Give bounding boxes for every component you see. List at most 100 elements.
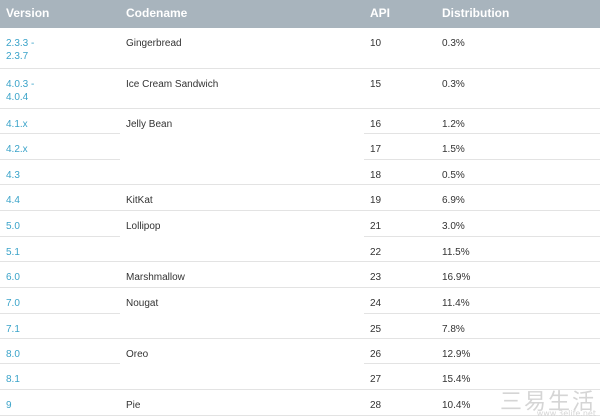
api-cell: 21 <box>370 221 382 232</box>
row-divider <box>120 68 364 69</box>
row-divider <box>120 389 364 390</box>
version-link[interactable]: 5.1 <box>6 247 20 258</box>
header-distribution: Distribution <box>442 6 510 20</box>
row-divider <box>364 184 600 185</box>
codename-cell: Lollipop <box>126 221 161 232</box>
version-link[interactable]: 4.1.x <box>6 119 28 130</box>
row-divider <box>120 108 364 109</box>
row-divider <box>364 159 600 160</box>
table-row: 8.0 Oreo 26 12.9% <box>0 339 600 364</box>
distribution-cell: 1.2% <box>442 119 465 130</box>
row-divider <box>364 313 600 314</box>
version-link[interactable]: 4.4 <box>6 195 20 206</box>
api-cell: 26 <box>370 349 382 360</box>
row-divider <box>0 184 120 185</box>
codename-cell: Oreo <box>126 349 149 360</box>
table-row: 7.0 Nougat 24 11.4% <box>0 288 600 314</box>
api-cell: 18 <box>370 170 382 181</box>
distribution-cell: 0.3% <box>442 79 465 90</box>
distribution-cell: 6.9% <box>442 195 465 206</box>
row-divider <box>0 313 120 314</box>
row-divider <box>364 261 600 262</box>
row-divider <box>0 363 120 364</box>
version-link[interactable]: 7.1 <box>6 324 20 335</box>
row-divider <box>0 108 120 109</box>
distribution-cell: 12.9% <box>442 349 471 360</box>
row-divider <box>0 338 120 339</box>
api-cell: 22 <box>370 247 382 258</box>
version-link[interactable]: 4.0.3 - 4.0.4 <box>6 79 35 103</box>
table-row: 5.1 22 11.5% <box>0 237 600 262</box>
table-row: 6.0 Marshmallow 23 16.9% <box>0 262 600 288</box>
api-cell: 19 <box>370 195 382 206</box>
table-row: 4.1.x Jelly Bean 16 1.2% <box>0 109 600 134</box>
codename-cell: Gingerbread <box>126 38 182 49</box>
version-link[interactable]: 4.2.x <box>6 144 28 155</box>
distribution-cell: 16.9% <box>442 272 471 283</box>
distribution-cell: 7.8% <box>442 324 465 335</box>
table-row: 8.1 27 15.4% <box>0 364 600 390</box>
row-divider <box>0 236 120 237</box>
row-divider <box>0 68 120 69</box>
row-divider <box>0 415 120 416</box>
row-divider <box>0 159 120 160</box>
row-divider <box>364 210 600 211</box>
codename-cell: Pie <box>126 400 141 411</box>
table-row: 5.0 Lollipop 21 3.0% <box>0 211 600 237</box>
row-divider <box>0 133 120 134</box>
row-divider <box>364 338 600 339</box>
row-divider <box>120 338 364 339</box>
distribution-cell: 0.3% <box>442 38 465 49</box>
site-watermark: 三易生活 www.3elife.net <box>499 390 596 418</box>
row-divider <box>364 68 600 69</box>
row-divider <box>120 184 364 185</box>
codename-cell: Ice Cream Sandwich <box>126 79 219 90</box>
version-link[interactable]: 7.0 <box>6 298 20 309</box>
row-divider <box>364 133 600 134</box>
codename-cell: Marshmallow <box>126 272 185 283</box>
row-divider <box>364 236 600 237</box>
codename-cell: Nougat <box>126 298 159 309</box>
distribution-cell: 3.0% <box>442 221 465 232</box>
api-cell: 25 <box>370 324 382 335</box>
table-row: 2.3.3 - 2.3.7 Gingerbread 10 0.3% <box>0 28 600 69</box>
row-divider <box>0 287 120 288</box>
row-divider <box>120 261 364 262</box>
table-row: 7.1 25 7.8% <box>0 314 600 339</box>
table-row: 4.4 KitKat 19 6.9% <box>0 185 600 211</box>
row-divider <box>364 363 600 364</box>
header-api: API <box>370 6 391 20</box>
table-header: Version Codename API Distribution <box>0 0 600 28</box>
version-link[interactable]: 8.1 <box>6 374 20 385</box>
version-link[interactable]: 4.3 <box>6 170 20 181</box>
row-divider <box>364 389 600 390</box>
api-cell: 28 <box>370 400 382 411</box>
api-cell: 23 <box>370 272 382 283</box>
distribution-cell: 10.4% <box>442 400 471 411</box>
table-row: 4.3 18 0.5% <box>0 160 600 185</box>
row-divider <box>0 261 120 262</box>
api-cell: 24 <box>370 298 382 309</box>
api-cell: 15 <box>370 79 382 90</box>
row-divider <box>120 415 364 416</box>
distribution-cell: 0.5% <box>442 170 465 181</box>
distribution-cell: 15.4% <box>442 374 471 385</box>
version-link[interactable]: 6.0 <box>6 272 20 283</box>
header-version: Version <box>6 6 50 20</box>
distribution-cell: 11.5% <box>442 247 470 258</box>
row-divider <box>0 210 120 211</box>
table-row: 9 Pie 28 10.4% <box>0 390 600 416</box>
row-divider <box>120 210 364 211</box>
header-codename: Codename <box>126 6 188 20</box>
api-cell: 16 <box>370 119 382 130</box>
api-cell: 17 <box>370 144 382 155</box>
version-link[interactable]: 9 <box>6 400 12 411</box>
row-divider <box>364 415 600 416</box>
version-link[interactable]: 5.0 <box>6 221 20 232</box>
row-divider <box>0 389 120 390</box>
row-divider <box>364 108 600 109</box>
version-link[interactable]: 8.0 <box>6 349 20 360</box>
row-divider <box>364 287 600 288</box>
row-divider <box>120 287 364 288</box>
version-link[interactable]: 2.3.3 - 2.3.7 <box>6 38 35 62</box>
